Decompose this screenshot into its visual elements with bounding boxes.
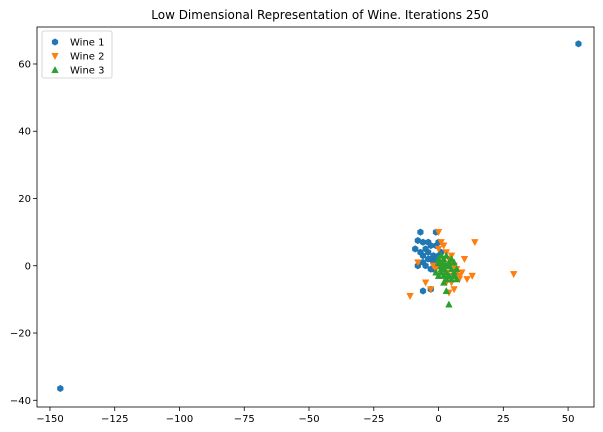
y-tick-label: −40 (10, 396, 31, 407)
data-point (425, 255, 432, 263)
y-tick-label: 60 (18, 59, 31, 70)
data-point (452, 265, 461, 273)
data-point (57, 384, 64, 393)
legend-marker (51, 65, 59, 74)
data-point (427, 241, 434, 250)
legend-marker (51, 52, 59, 61)
data-point (440, 278, 448, 286)
data-point (442, 286, 451, 295)
legend-item: Wine 3 (51, 65, 104, 77)
data-point (412, 245, 419, 253)
series-1 (57, 40, 582, 393)
x-tick-label: 25 (497, 414, 510, 425)
x-tick-label: 50 (562, 414, 575, 425)
legend-label: Wine 2 (70, 52, 104, 63)
data-point (458, 269, 466, 277)
plot-area (57, 40, 582, 393)
data-point (419, 252, 427, 260)
data-point (425, 248, 432, 256)
data-point (422, 262, 429, 270)
data-point (460, 255, 469, 264)
y-axis: −40 −20 0 20 40 60 (10, 59, 37, 407)
data-point (414, 236, 421, 245)
legend-label: Wine 3 (70, 66, 104, 77)
legend: Wine 1 Wine 2 Wine 3 (41, 30, 113, 79)
legend-marker (51, 38, 59, 46)
data-point (471, 239, 479, 247)
x-tick-label: −50 (298, 414, 319, 425)
x-tick-label: −100 (166, 414, 193, 425)
x-tick-label: −125 (101, 414, 128, 425)
series-3 (432, 251, 461, 308)
data-point (468, 272, 476, 280)
data-point (509, 271, 518, 279)
data-point (434, 245, 443, 253)
data-point (452, 275, 461, 283)
plot-frame (36, 26, 595, 408)
legend-label: Wine 1 (70, 38, 104, 49)
y-tick-label: 0 (25, 261, 31, 272)
data-point (434, 229, 443, 237)
x-tick-label: −150 (36, 414, 63, 425)
data-point (437, 251, 445, 259)
data-point (450, 258, 458, 266)
data-point (421, 279, 430, 287)
data-point (406, 292, 414, 301)
legend-box (41, 30, 113, 79)
x-tick-label: −25 (363, 414, 384, 425)
x-tick-label: 0 (435, 414, 441, 425)
data-point (419, 238, 427, 246)
data-point (445, 300, 453, 308)
legend-item: Wine 2 (51, 52, 104, 63)
y-tick-label: −20 (10, 329, 31, 340)
data-point (463, 276, 471, 284)
data-point (434, 258, 443, 266)
x-axis: −150 −125 −100 −75 −50 −25 0 25 50 (36, 407, 574, 425)
chart-title: Low Dimensional Representation of Wine. … (151, 8, 489, 22)
data-point (419, 287, 427, 295)
x-tick-label: −75 (234, 414, 255, 425)
legend-item: Wine 1 (51, 38, 104, 49)
y-tick-label: 40 (18, 127, 31, 138)
data-point (432, 268, 440, 276)
data-point (414, 259, 422, 267)
data-point (575, 40, 582, 48)
data-point (427, 286, 435, 294)
data-point (442, 261, 451, 269)
data-point (429, 262, 438, 270)
data-point (417, 228, 424, 236)
y-tick-label: 20 (18, 194, 31, 205)
